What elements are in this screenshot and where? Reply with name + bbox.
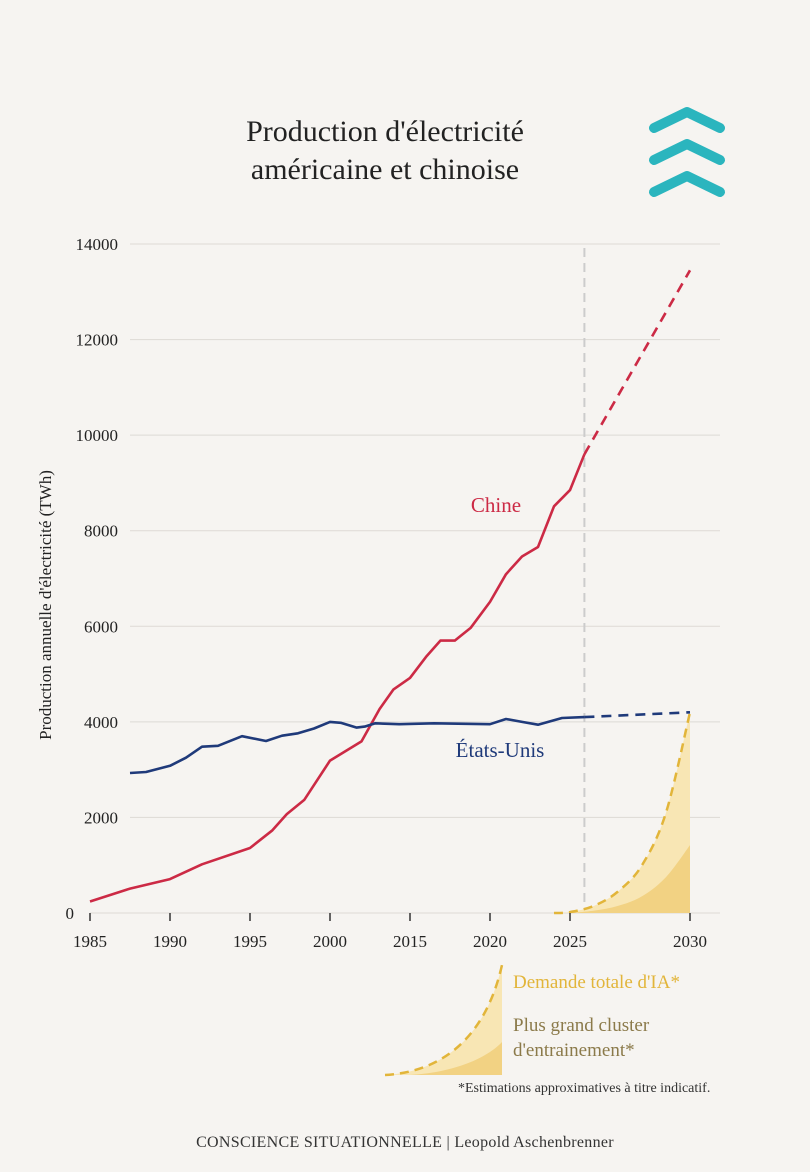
x-tick-label: 2000 (313, 932, 347, 951)
y-tick-label: 6000 (84, 617, 118, 636)
x-tick-label: 2015 (393, 932, 427, 951)
y-axis-label: Production annuelle d'électricité (TWh) (36, 470, 55, 740)
projection-line-china (583, 269, 692, 455)
y-tick-label: 4000 (84, 713, 118, 732)
y-tick-label: 2000 (84, 808, 118, 827)
x-tick-label: 2025 (553, 932, 587, 951)
legend-cluster-fill (410, 1042, 502, 1075)
ai-demand-area (554, 712, 690, 913)
x-tick-label: 1995 (233, 932, 267, 951)
series-label-china: Chine (471, 493, 521, 517)
series-label-usa: États-Unis (456, 738, 545, 762)
y-tick-label: 14000 (76, 235, 119, 254)
x-tick-label: 1985 (73, 932, 107, 951)
x-tick-label: 2020 (473, 932, 507, 951)
line-usa (129, 715, 585, 775)
line-china (89, 453, 586, 903)
x-tick-label: 1990 (153, 932, 187, 951)
legend: Demande totale d'IA* Plus grand cluster … (384, 964, 680, 1077)
y-tick-label: 12000 (76, 331, 119, 350)
y-tick-label: 0 (66, 904, 75, 923)
x-tick-label: 2030 (673, 932, 707, 951)
legend-cluster-label-2: d'entrainement* (513, 1040, 635, 1061)
legend-demand-label: Demande totale d'IA* (513, 972, 680, 993)
footnote: *Estimations approximatives à titre indi… (458, 1081, 711, 1096)
title-line-1: Production d'électricité (246, 115, 524, 148)
ai-demand-line (553, 712, 692, 915)
legend-cluster-label-1: Plus grand cluster (513, 1015, 650, 1036)
ai-cluster-area (570, 845, 690, 913)
footer-credit: CONSCIENCE SITUATIONNELLE | Leopold Asch… (196, 1134, 614, 1151)
chart-title: Production d'électricité américaine et c… (150, 113, 620, 189)
y-tick-label: 8000 (84, 522, 118, 541)
legend-demand-line (384, 964, 504, 1077)
y-tick-label: 10000 (76, 426, 119, 445)
projection-line-usa (584, 711, 691, 719)
title-line-2: américaine et chinoise (250, 153, 520, 186)
logo-triple-chevron-up-icon (649, 107, 725, 197)
legend-demand-fill (385, 965, 502, 1075)
